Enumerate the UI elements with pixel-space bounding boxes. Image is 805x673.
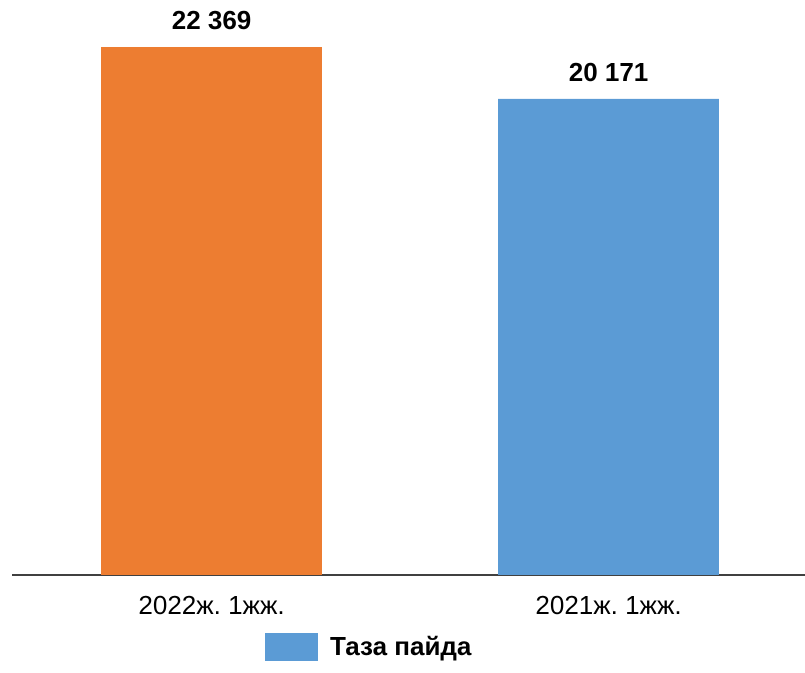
x-tick-label: 2022ж. 1жж.	[138, 590, 284, 620]
x-tick-label: 2021ж. 1жж.	[535, 590, 681, 620]
legend-label: Таза пайда	[330, 631, 472, 661]
bar	[101, 46, 322, 575]
value-label: 22 369	[172, 5, 252, 35]
value-label: 20 171	[569, 57, 649, 87]
legend-swatch	[265, 633, 318, 661]
bar	[498, 98, 719, 575]
